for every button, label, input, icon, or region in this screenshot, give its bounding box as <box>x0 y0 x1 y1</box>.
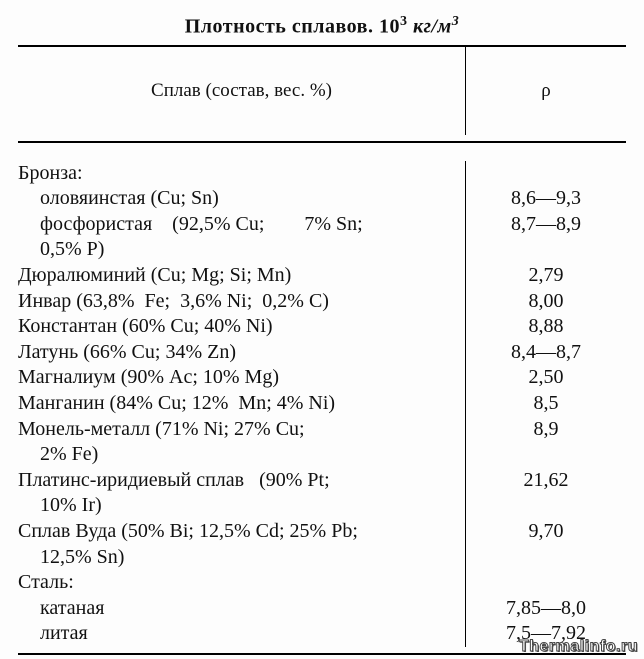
rule-bottom <box>18 653 626 655</box>
table-row: Константан (60% Cu; 40% Ni) <box>18 314 465 340</box>
table-header: Сплав (состав, вес. %) ρ <box>18 47 626 135</box>
table-row: Инвар (63,8% Fe; 3,6% Ni; 0,2% C) <box>18 289 465 315</box>
rho-cell: 2,79 <box>466 263 626 289</box>
table-row: Сплав Вуда (50% Bi; 12,5% Cd; 25% Pb; <box>18 519 465 545</box>
table-row: 12,5% Sn) <box>18 545 465 571</box>
table-row: 10% Ir) <box>18 493 465 519</box>
table-row: Сталь: <box>18 570 465 596</box>
table-row: Магналиум (90% Ac; 10% Mg) <box>18 365 465 391</box>
title-prefix: Плотность сплавов. 10 <box>185 16 400 38</box>
table-row: Манганин (84% Cu; 12% Mn; 4% Ni) <box>18 391 465 417</box>
rho-cell: 7,85—8,0 <box>466 596 626 622</box>
table-row: 2% Fe) <box>18 442 465 468</box>
header-main: Сплав (состав, вес. %) <box>18 80 465 102</box>
title-unit: кг/м <box>407 16 451 38</box>
table-row: Латунь (66% Cu; 34% Zn) <box>18 340 465 366</box>
body-main-col: Бронза:оловяинстая (Cu; Sn)фосфористая (… <box>18 161 465 647</box>
rho-cell: 2,50 <box>466 365 626 391</box>
table-row: 0,5% P) <box>18 237 465 263</box>
rho-cell: 8,88 <box>466 314 626 340</box>
rho-cell: 9,70 <box>466 519 626 545</box>
table-row: Платинс-иридиевый сплав (90% Pt; <box>18 468 465 494</box>
rho-cell: 8,9 <box>466 417 626 443</box>
rho-cell: 21,62 <box>466 468 626 494</box>
body-rho-col: .8,6—9,38,7—8,9.2,798,008,888,4—8,72,508… <box>466 161 626 647</box>
page: Плотность сплавов. 103 кг/м3 Сплав (сост… <box>0 0 644 659</box>
table-row: оловяинстая (Cu; Sn) <box>18 186 465 212</box>
rho-cell: 8,00 <box>466 289 626 315</box>
rho-cell: 8,5 <box>466 391 626 417</box>
table-row: Бронза: <box>18 161 465 187</box>
rho-cell: 7,5—7,92 <box>466 621 626 647</box>
table-row: Монель-металл (71% Ni; 27% Cu; <box>18 417 465 443</box>
table-row: литая <box>18 621 465 647</box>
table-row: Дюралюминий (Cu; Mg; Si; Mn) <box>18 263 465 289</box>
table-body: Бронза:оловяинстая (Cu; Sn)фосфористая (… <box>18 143 626 647</box>
rho-cell: 8,6—9,3 <box>466 186 626 212</box>
table-row: катаная <box>18 596 465 622</box>
title-unit-exp: 3 <box>452 14 460 29</box>
title: Плотность сплавов. 103 кг/м3 <box>18 14 626 39</box>
header-rho: ρ <box>466 80 626 102</box>
rho-cell: 8,7—8,9 <box>466 212 626 238</box>
rho-cell: 8,4—8,7 <box>466 340 626 366</box>
table-row: фосфористая (92,5% Cu; 7% Sn; <box>18 212 465 238</box>
